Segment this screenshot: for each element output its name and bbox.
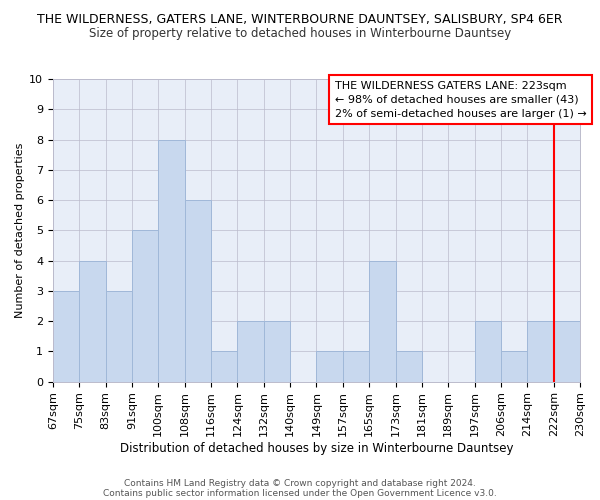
Text: THE WILDERNESS GATERS LANE: 223sqm
← 98% of detached houses are smaller (43)
2% : THE WILDERNESS GATERS LANE: 223sqm ← 98%… xyxy=(335,80,587,118)
Bar xyxy=(211,352,238,382)
Bar xyxy=(264,321,290,382)
Bar xyxy=(554,321,580,382)
Bar xyxy=(527,321,554,382)
Bar xyxy=(395,352,422,382)
Bar xyxy=(475,321,501,382)
Bar xyxy=(238,321,264,382)
Bar xyxy=(343,352,369,382)
Bar xyxy=(158,140,185,382)
X-axis label: Distribution of detached houses by size in Winterbourne Dauntsey: Distribution of detached houses by size … xyxy=(119,442,513,455)
Bar xyxy=(132,230,158,382)
Bar xyxy=(369,260,395,382)
Bar xyxy=(53,291,79,382)
Bar xyxy=(106,291,132,382)
Y-axis label: Number of detached properties: Number of detached properties xyxy=(15,142,25,318)
Text: Size of property relative to detached houses in Winterbourne Dauntsey: Size of property relative to detached ho… xyxy=(89,28,511,40)
Text: Contains public sector information licensed under the Open Government Licence v3: Contains public sector information licen… xyxy=(103,488,497,498)
Text: Contains HM Land Registry data © Crown copyright and database right 2024.: Contains HM Land Registry data © Crown c… xyxy=(124,478,476,488)
Bar xyxy=(185,200,211,382)
Bar xyxy=(501,352,527,382)
Bar xyxy=(316,352,343,382)
Text: THE WILDERNESS, GATERS LANE, WINTERBOURNE DAUNTSEY, SALISBURY, SP4 6ER: THE WILDERNESS, GATERS LANE, WINTERBOURN… xyxy=(37,12,563,26)
Bar xyxy=(79,260,106,382)
